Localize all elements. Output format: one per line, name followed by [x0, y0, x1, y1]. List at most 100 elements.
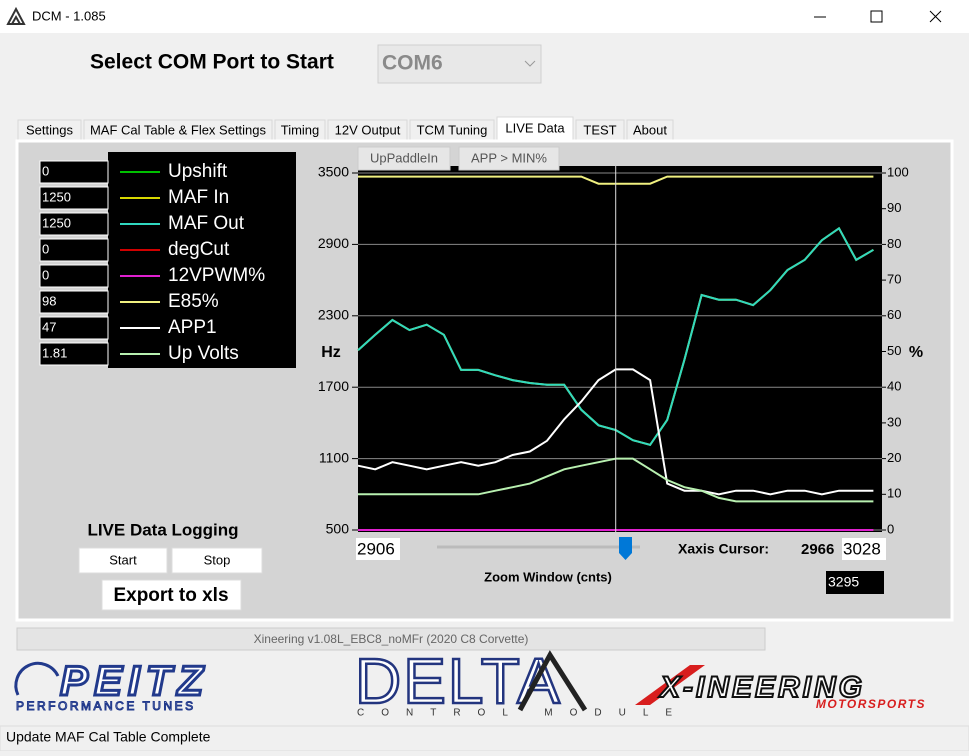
y-tick-label: 1100	[319, 449, 349, 465]
legend-value-box	[39, 186, 109, 210]
peitz-gauge	[14, 661, 60, 696]
zoom-value: 3295	[828, 574, 859, 590]
y-tick-label: 2300	[318, 307, 349, 323]
tab-strip: Settings MAF Cal Table & Flex Settings Tim…	[17, 116, 674, 143]
status-text: Update MAF Cal Table Complete	[6, 729, 211, 745]
legend-box	[108, 152, 296, 368]
logging-title: LIVE Data Logging	[87, 520, 238, 539]
y2-tick-label: 0	[887, 521, 894, 536]
version-bar	[16, 627, 766, 651]
version-text: Xineering v1.08L_EBC8_noMFr (2020 C8 Cor…	[254, 632, 529, 646]
delta-text: DELTA	[355, 645, 562, 717]
legend-value: 0	[42, 267, 49, 282]
legend-value-box	[39, 290, 109, 314]
y2-tick-label: 100	[887, 164, 909, 179]
legend-label: MAF Out	[168, 213, 245, 234]
y2-tick-label: 30	[887, 414, 901, 429]
zoom-label: Zoom Window (cnts)	[484, 569, 612, 584]
legend-label: APP1	[168, 317, 217, 338]
cursor-value: 2966	[801, 541, 834, 558]
legend: 0 Upshift 1250 MAF In 1250 MAF Out 0 degCut 0 12V…	[39, 152, 296, 368]
delta-sub: CONTROL MODULE	[357, 708, 689, 719]
tab-label: Timing	[281, 122, 320, 137]
legend-value: 0	[42, 241, 49, 256]
y-tick-label: 1700	[318, 378, 349, 394]
tab-label: TCM Tuning	[417, 122, 488, 137]
x-min-box	[356, 538, 400, 560]
xineering-sub: MOTORSPORTS	[816, 697, 926, 711]
tab-label: 12V Output	[335, 122, 401, 137]
com-combo[interactable]	[377, 44, 542, 84]
peitz-logo: PEITZ PERFORMANCE TUNES	[14, 656, 209, 714]
maximize-button[interactable]	[870, 10, 883, 23]
legend-value-box	[39, 160, 109, 184]
legend-label: Upshift	[168, 161, 228, 182]
legend-label: MAF In	[168, 187, 229, 208]
status-bar	[0, 725, 969, 752]
title-bar	[0, 0, 969, 33]
legend-value: 98	[42, 293, 56, 308]
cursor-label: Xaxis Cursor:	[678, 541, 769, 557]
y2-tick-label: 20	[887, 450, 901, 465]
chart-button[interactable]	[357, 146, 451, 171]
delta-logo: DELTA CONTROL MODULE	[354, 644, 689, 719]
com-value: COM6	[382, 52, 443, 75]
y2-tick-label: 60	[887, 307, 901, 322]
peitz-sub: PERFORMANCE TUNES	[16, 699, 196, 713]
y2-tick-label: 80	[887, 236, 901, 251]
combo-arrow	[524, 60, 536, 67]
chart: 500 1100 1700 2300 2900 3500 0 10 20 30 40 50 60 70 80…	[318, 146, 923, 594]
x-slash	[635, 665, 705, 705]
y-tick-label: 500	[326, 521, 350, 537]
chart-button[interactable]	[458, 146, 560, 171]
y2-tick-label: 40	[887, 379, 901, 394]
legend-label: degCut	[168, 239, 230, 260]
peitz-text: PEITZ	[60, 657, 209, 704]
xineering-text: X-INEERING	[658, 671, 865, 704]
plot-area	[358, 166, 882, 532]
start-label: Start	[109, 552, 137, 567]
x-min-label: 2906	[357, 539, 395, 558]
legend-value-box	[39, 316, 109, 340]
x-max-label: 3028	[843, 539, 881, 558]
legend-value-box	[39, 238, 109, 262]
com-prompt: Select COM Port to Start	[90, 51, 334, 74]
window-title: DCM - 1.085	[32, 8, 106, 23]
tab-label: MAF Cal Table & Flex Settings	[90, 122, 267, 137]
stop-button[interactable]	[171, 547, 263, 574]
zoom-slider-thumb[interactable]	[619, 537, 632, 560]
legend-value: 1.81	[42, 345, 67, 360]
app-icon	[6, 6, 26, 25]
y2-tick-label: 50	[887, 343, 901, 358]
legend-label: 12VPWM%	[168, 265, 265, 286]
chart-button-label: UpPaddleIn	[370, 150, 438, 165]
y-tick-label: 2900	[318, 235, 349, 251]
y2-tick-label: 70	[887, 272, 901, 287]
legend-value-box	[39, 212, 109, 236]
x-max-box	[842, 538, 886, 560]
zoom-value-box	[826, 571, 884, 594]
legend-value: 1250	[42, 189, 71, 204]
y-axis-label: Hz	[321, 344, 341, 361]
legend-value: 47	[42, 319, 56, 334]
legend-label: E85%	[168, 291, 219, 312]
export-button[interactable]	[101, 579, 242, 611]
tab-label: LIVE Data	[505, 120, 565, 135]
close-button[interactable]	[929, 10, 942, 23]
delta-triangle	[517, 650, 588, 712]
y-tick-label: 3500	[318, 164, 349, 180]
stop-label: Stop	[204, 552, 231, 567]
y2-axis-label: %	[909, 344, 923, 361]
tab-label: TEST	[583, 122, 616, 137]
legend-value: 1250	[42, 215, 71, 230]
legend-label: Up Volts	[168, 343, 239, 364]
tab-label: Settings	[26, 122, 73, 137]
start-button[interactable]	[78, 547, 168, 574]
tab-label: About	[633, 122, 667, 137]
legend-value: 0	[42, 163, 49, 178]
export-label: Export to xls	[113, 585, 228, 606]
chart-button-label: APP > MIN%	[471, 150, 547, 165]
y2-tick-label: 90	[887, 200, 901, 215]
legend-value-box	[39, 264, 109, 288]
